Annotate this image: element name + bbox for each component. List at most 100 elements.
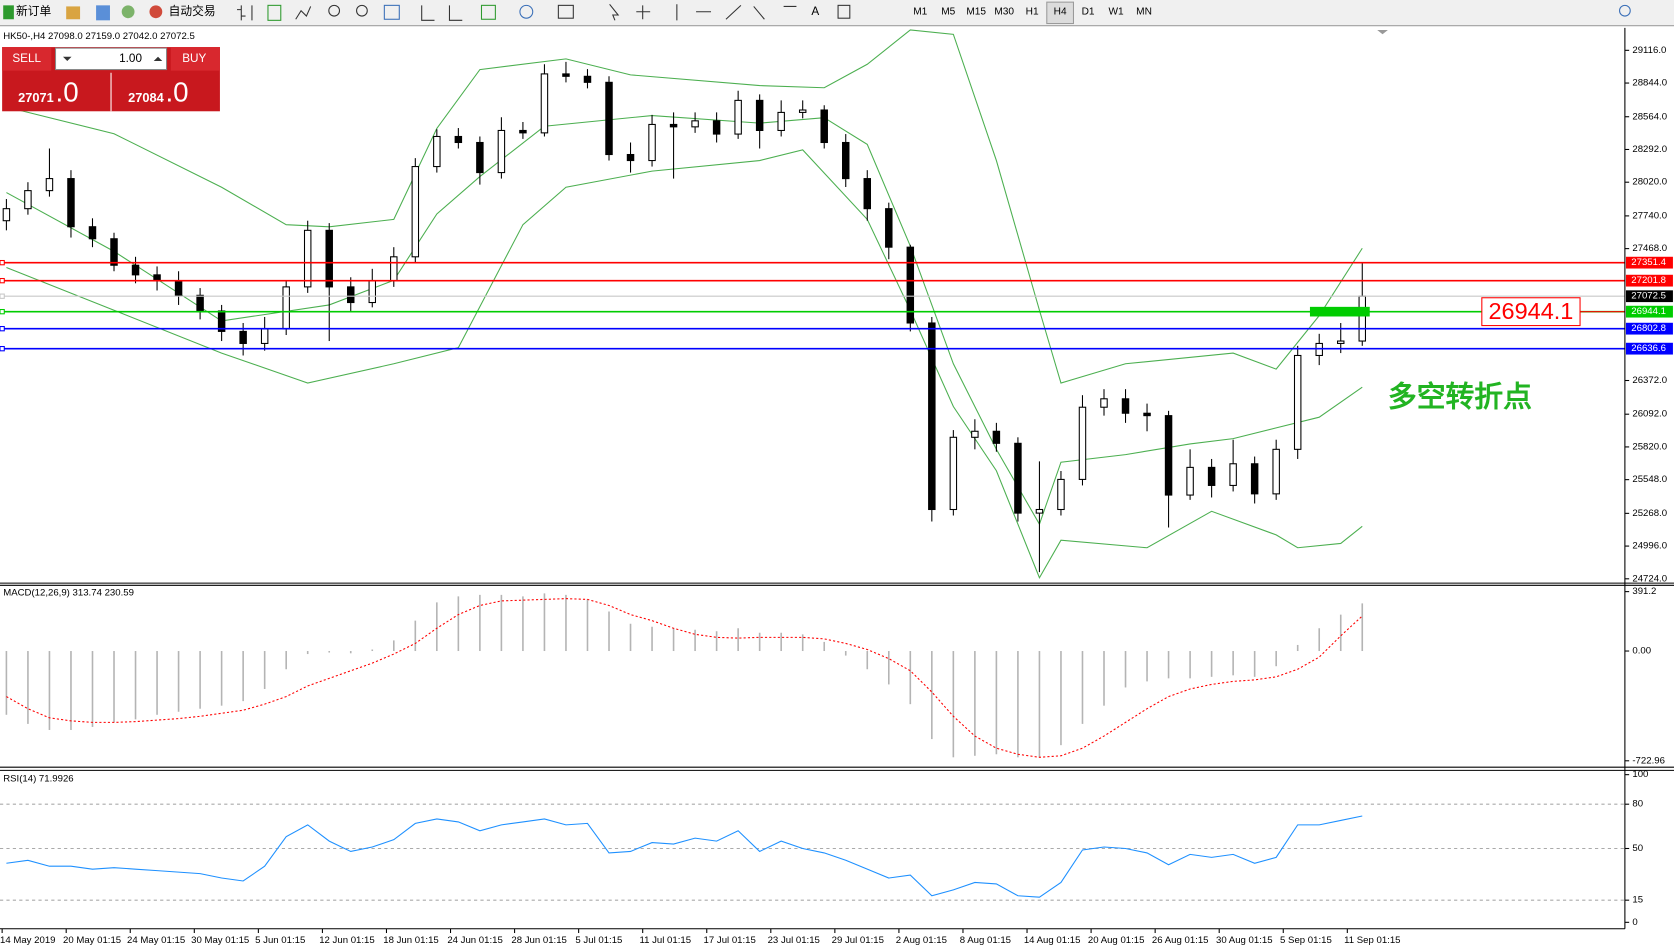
- candle-body: [1164, 415, 1173, 496]
- toolbar-icon[interactable]: [96, 5, 110, 21]
- templates-button[interactable]: [557, 4, 574, 19]
- cursor-button[interactable]: [609, 3, 620, 21]
- time-tick-label: 23 Jul 01:15: [768, 935, 820, 946]
- tile-button[interactable]: [383, 4, 400, 20]
- timeframe-button[interactable]: H4: [1054, 6, 1067, 17]
- price-tick-label: 29116.0: [1632, 45, 1666, 56]
- price-tick-label: 25268.0: [1632, 508, 1667, 519]
- time-tick-label: 30 Aug 01:15: [1216, 935, 1273, 946]
- price-tick-label: 27740.0: [1632, 210, 1667, 221]
- timeframe-button[interactable]: MN: [1136, 6, 1152, 17]
- candle-body: [712, 120, 721, 135]
- auto-trading-icon[interactable]: [149, 5, 163, 19]
- candle-body: [1337, 340, 1345, 344]
- timeframe-button[interactable]: M15: [966, 6, 986, 17]
- candle-body: [562, 73, 570, 77]
- chart-layers: 29116.0 28844.0 28564.0 28292.0 28020.0 27740…: [0, 29, 1673, 946]
- candle-body: [1272, 448, 1280, 495]
- label-tool[interactable]: [837, 4, 851, 19]
- rsi-tick-label: 0: [1632, 917, 1637, 928]
- timeframe-button[interactable]: D1: [1082, 6, 1095, 17]
- auto-trading-button[interactable]: 自动交易: [169, 4, 216, 18]
- sell-price-fraction[interactable]: .0: [56, 76, 79, 107]
- chart-window: [0, 26, 1674, 948]
- price-tick-label: 24724.0: [1632, 573, 1667, 584]
- candle-body: [1100, 398, 1108, 408]
- price-level-label: 26944.1: [1631, 306, 1666, 317]
- drawing-tools[interactable]: [636, 4, 797, 21]
- candle-body: [928, 322, 936, 511]
- candle-body: [1078, 406, 1087, 480]
- candle-body: [196, 294, 204, 312]
- candle-body: [906, 246, 915, 324]
- candle-chart-button[interactable]: [267, 4, 282, 21]
- sell-price[interactable]: 27071: [18, 90, 54, 105]
- price-level-label: 27201.8: [1631, 275, 1666, 286]
- macd-panel: [5, 593, 1364, 758]
- price-level-handle: [0, 277, 5, 284]
- rsi-label: RSI(14) 71.9926: [3, 773, 73, 784]
- new-order-icon[interactable]: [3, 5, 14, 20]
- candle-body: [1186, 466, 1194, 496]
- candle-body: [411, 166, 420, 258]
- candle-body: [1014, 442, 1022, 514]
- candle-body: [842, 141, 850, 180]
- toolbar-icon[interactable]: [121, 5, 135, 19]
- bollinger-band: [6, 29, 1363, 384]
- candle-body: [476, 141, 484, 174]
- timeframe-button[interactable]: W1: [1108, 6, 1124, 17]
- buy-button[interactable]: [170, 47, 220, 71]
- scroll-button[interactable]: [421, 5, 463, 21]
- buy-label[interactable]: BUY: [182, 52, 206, 65]
- new-order-button[interactable]: 新订单: [16, 4, 51, 18]
- candle-body: [605, 81, 613, 156]
- candle-body: [755, 99, 764, 131]
- candle-body: [347, 286, 355, 304]
- time-tick-label: 24 Jun 01:15: [447, 935, 503, 946]
- candle-body: [110, 238, 118, 266]
- candle-body: [1358, 295, 1366, 342]
- candle-body: [45, 178, 54, 192]
- macd-tick-label: -722.96: [1632, 755, 1665, 766]
- zoom-in-button[interactable]: [328, 4, 341, 17]
- candle-body: [88, 226, 97, 240]
- callout-label: 26944.1: [1489, 298, 1574, 324]
- chart-header: HK50-,H4 27098.0 27159.0 27042.0 27072.5: [3, 31, 195, 42]
- periods-button[interactable]: [519, 4, 534, 19]
- price-tick-label: 26092.0: [1632, 409, 1667, 420]
- search-button[interactable]: [1619, 4, 1631, 17]
- price-level-handle: [0, 325, 5, 332]
- zoom-out-button[interactable]: [356, 4, 368, 17]
- timeframe-button[interactable]: H1: [1026, 6, 1039, 17]
- candle-body: [433, 135, 441, 168]
- rsi-line: [6, 815, 1363, 898]
- timeframe-button[interactable]: M5: [941, 6, 955, 17]
- bar-chart-button[interactable]: [237, 5, 253, 21]
- line-chart-button[interactable]: [295, 6, 312, 20]
- buy-price[interactable]: 27084: [128, 90, 164, 105]
- candle-body: [626, 153, 635, 162]
- buy-price-fraction[interactable]: .0: [165, 76, 188, 107]
- candle-body: [174, 280, 183, 296]
- lots-value[interactable]: 1.00: [119, 52, 142, 65]
- text-tool[interactable]: A: [811, 5, 819, 18]
- timeframe-button[interactable]: M1: [913, 6, 927, 17]
- sell-label[interactable]: SELL: [12, 52, 41, 65]
- lots-input[interactable]: [54, 47, 168, 71]
- price-tick-label: 28564.0: [1632, 111, 1667, 122]
- price-level-label: 26636.6: [1631, 343, 1666, 354]
- price-level-handle: [0, 308, 5, 315]
- sell-button[interactable]: [2, 47, 52, 71]
- price-tick-label: 25820.0: [1632, 441, 1667, 452]
- macd-signal-line: [6, 598, 1363, 758]
- price-level-label: 26802.8: [1631, 323, 1666, 334]
- toolbar-icon[interactable]: [66, 6, 81, 20]
- candle-body: [885, 208, 893, 248]
- price-level-handle: [0, 293, 5, 299]
- candle-body: [734, 99, 742, 135]
- timeframe-button[interactable]: M30: [994, 6, 1014, 17]
- indicators-button[interactable]: [480, 4, 496, 20]
- time-tick-label: 11 Sep 01:15: [1344, 935, 1400, 946]
- price-level-box: [1625, 342, 1673, 355]
- time-tick-label: 12 Jun 01:15: [319, 935, 375, 946]
